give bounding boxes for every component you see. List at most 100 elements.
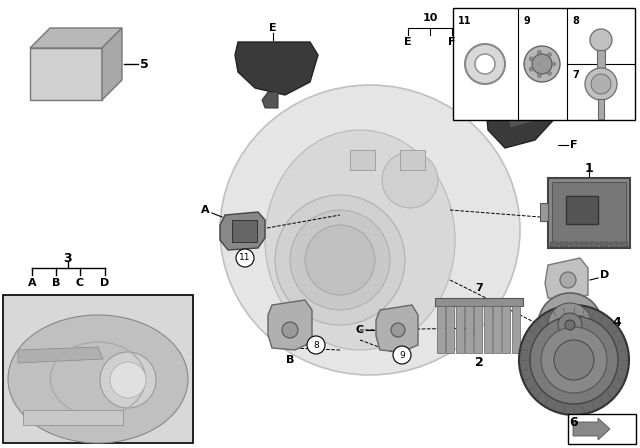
Circle shape: [275, 195, 405, 325]
Text: 3: 3: [64, 251, 72, 264]
Text: 4: 4: [612, 315, 621, 328]
Bar: [540, 203, 548, 221]
Bar: [484, 306, 492, 353]
Ellipse shape: [8, 315, 188, 443]
Bar: [620, 242, 628, 247]
Bar: [552, 182, 626, 244]
Bar: [502, 306, 510, 353]
Text: E: E: [269, 23, 277, 33]
Text: B: B: [52, 278, 60, 288]
Polygon shape: [376, 305, 418, 352]
Circle shape: [475, 54, 495, 74]
Ellipse shape: [265, 130, 455, 350]
Text: 8: 8: [313, 340, 319, 349]
Text: 11: 11: [239, 254, 251, 263]
Polygon shape: [505, 100, 540, 128]
Circle shape: [519, 305, 629, 415]
Polygon shape: [573, 418, 610, 440]
Polygon shape: [268, 300, 312, 350]
Circle shape: [547, 71, 552, 75]
Text: A: A: [28, 278, 36, 288]
Polygon shape: [18, 347, 103, 363]
Bar: [560, 242, 568, 247]
Text: F: F: [570, 140, 577, 150]
Polygon shape: [220, 212, 265, 250]
Circle shape: [100, 352, 156, 408]
Circle shape: [236, 249, 254, 267]
Polygon shape: [545, 258, 588, 300]
Circle shape: [290, 210, 390, 310]
Circle shape: [548, 303, 592, 347]
Circle shape: [529, 67, 533, 71]
Circle shape: [538, 50, 541, 54]
Ellipse shape: [220, 85, 520, 375]
Circle shape: [538, 293, 602, 357]
Circle shape: [282, 322, 298, 338]
Circle shape: [552, 62, 556, 66]
Bar: [437, 306, 445, 353]
Text: 9: 9: [399, 350, 405, 359]
Circle shape: [393, 346, 411, 364]
Bar: [456, 306, 463, 353]
Bar: [400, 150, 425, 170]
Bar: [570, 315, 588, 323]
Polygon shape: [102, 28, 122, 100]
Circle shape: [110, 362, 146, 398]
Bar: [30, 48, 102, 100]
Text: D: D: [600, 270, 609, 280]
Bar: [3, 295, 193, 443]
Polygon shape: [485, 55, 560, 148]
Text: A: A: [202, 205, 210, 215]
Circle shape: [532, 54, 552, 74]
Bar: [493, 306, 501, 353]
Polygon shape: [30, 28, 122, 48]
Circle shape: [591, 74, 611, 94]
Text: 11: 11: [458, 16, 472, 26]
Text: 7: 7: [572, 70, 579, 80]
Circle shape: [541, 327, 607, 393]
Bar: [570, 242, 578, 247]
Text: C: C: [356, 325, 364, 335]
Bar: [465, 306, 473, 353]
Circle shape: [565, 320, 575, 330]
Text: 5: 5: [140, 57, 148, 70]
Bar: [511, 306, 520, 353]
Bar: [550, 242, 558, 247]
Text: 10: 10: [422, 13, 438, 23]
Bar: [474, 306, 482, 353]
Polygon shape: [235, 42, 318, 95]
Circle shape: [465, 44, 505, 84]
Bar: [350, 150, 375, 170]
Circle shape: [382, 152, 438, 208]
Circle shape: [554, 340, 594, 380]
Polygon shape: [262, 92, 278, 108]
Circle shape: [524, 46, 560, 82]
Bar: [598, 99, 604, 119]
Bar: [232, 220, 257, 242]
Bar: [23, 410, 123, 425]
Bar: [548, 178, 630, 248]
Bar: [590, 242, 598, 247]
Circle shape: [391, 323, 405, 337]
Bar: [566, 196, 598, 224]
Text: 6: 6: [570, 415, 579, 428]
Circle shape: [547, 52, 552, 56]
Bar: [435, 298, 523, 306]
Circle shape: [560, 272, 576, 288]
Text: 7: 7: [475, 283, 483, 293]
Bar: [580, 242, 588, 247]
Circle shape: [529, 57, 533, 61]
Circle shape: [538, 74, 541, 78]
Circle shape: [307, 336, 325, 354]
Text: 8: 8: [572, 16, 579, 26]
Text: C: C: [76, 278, 84, 288]
Circle shape: [585, 68, 617, 100]
Bar: [597, 50, 605, 78]
Text: D: D: [100, 278, 109, 288]
Text: E: E: [404, 37, 412, 47]
Text: B: B: [286, 355, 294, 365]
Circle shape: [305, 225, 375, 295]
Bar: [446, 306, 454, 353]
Text: 9: 9: [523, 16, 530, 26]
Bar: [453, 8, 635, 120]
